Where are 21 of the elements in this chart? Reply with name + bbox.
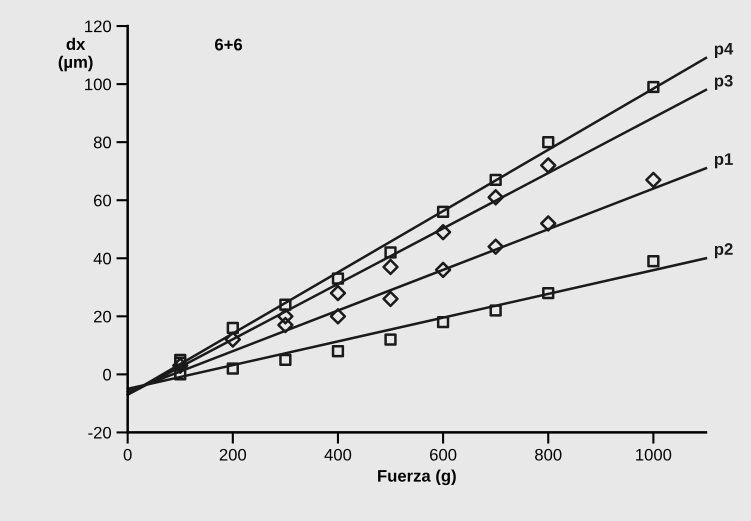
annotation: 6+6 — [215, 38, 242, 50]
y-tick-label: 60 — [94, 194, 112, 206]
series-label: p1 — [714, 153, 733, 168]
y-tick-label: 100 — [85, 78, 112, 90]
y-tick-label: 80 — [94, 136, 112, 148]
series-label: p2 — [714, 243, 733, 258]
x-axis-title: Fuerza (g) — [378, 469, 456, 486]
y-tick-label: 0 — [103, 368, 112, 381]
y-tick-label: 120 — [85, 20, 112, 32]
y-axis-title: dx (µm) — [58, 38, 93, 72]
x-tick-label: 0 — [124, 448, 132, 461]
x-tick-label: 600 — [430, 448, 456, 461]
series-label: p4 — [714, 43, 734, 58]
x-tick-label: 200 — [220, 448, 246, 461]
x-tick-label: 800 — [535, 448, 562, 461]
x-tick-label: 400 — [324, 448, 352, 461]
y-tick-label: 20 — [94, 310, 112, 323]
x-tick-label: 1000 — [636, 448, 672, 461]
y-tick-label: -20 — [88, 426, 112, 439]
series-label: p3 — [714, 74, 733, 90]
y-tick-label: 40 — [94, 252, 112, 264]
